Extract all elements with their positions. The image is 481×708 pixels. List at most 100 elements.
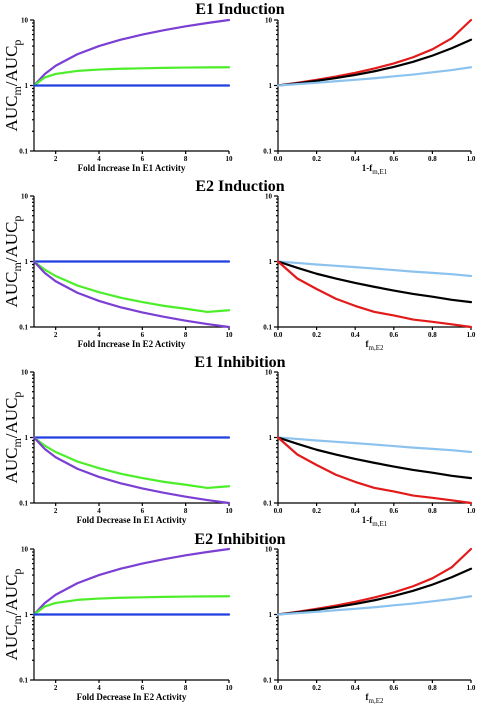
x-tick-label: 10 xyxy=(226,155,234,163)
x-tick-label: 8 xyxy=(184,155,188,163)
panel-title: E1 Inhibition xyxy=(194,354,285,371)
x-tick-label: 1.0 xyxy=(467,331,476,339)
series-line-lightblue xyxy=(276,260,473,278)
x-tick-label: 0.4 xyxy=(351,684,360,692)
y-tick-label: 10 xyxy=(21,369,29,377)
series-line-green xyxy=(32,66,231,87)
x-axis-label-subscript: m,E2 xyxy=(369,344,384,352)
x-tick-label: 0.0 xyxy=(274,684,283,692)
x-tick-label: 2 xyxy=(54,507,58,515)
y-tick-label: 1 xyxy=(269,82,273,90)
x-tick-label: 0.6 xyxy=(389,155,398,163)
y-axis-label-subscript: m xyxy=(10,438,24,448)
panel-2-right: 0.1 1 10 0.0 0.2 0.4 0.6 0.8 1.0 fm,E2 xyxy=(263,193,476,353)
y-axis-label-main: AUC xyxy=(2,272,21,308)
panel-3-left: E1 Inhibition 0.1 1 10 2 4 6 8 10 Fold Decrease I… xyxy=(2,354,286,525)
panel-4-right: 0.1 1 10 0.0 0.2 0.4 0.6 0.8 1.0 fm,E2 xyxy=(263,546,476,706)
x-tick-label: 8 xyxy=(184,684,188,692)
x-tick-label: 0.4 xyxy=(351,331,360,339)
x-tick-label: 6 xyxy=(141,684,145,692)
x-tick-label: 6 xyxy=(141,155,145,163)
series-line-green xyxy=(32,260,231,314)
y-tick-label: 0.1 xyxy=(263,324,272,332)
x-axis-label-main: Fold Increase In E1 Activity xyxy=(78,163,186,173)
panel-2-left: E2 Induction 0.1 1 10 2 4 6 8 10 Fold Increase In… xyxy=(2,178,285,349)
series-line-black xyxy=(276,567,473,616)
x-tick-label: 0.4 xyxy=(351,507,360,515)
y-axis-label-main: AUC xyxy=(2,96,21,132)
y-tick-label: 1 xyxy=(25,434,29,442)
x-tick-label: 0.2 xyxy=(312,684,321,692)
x-axis-label: 1-fm,E1 xyxy=(362,515,388,528)
panel-3-right: 0.1 1 10 0.0 0.2 0.4 0.6 0.8 1.0 1-fm,E1 xyxy=(263,369,476,529)
series-line-black xyxy=(276,38,473,87)
y-axis-label-subscript: m xyxy=(10,615,24,625)
x-tick-label: 0.6 xyxy=(389,507,398,515)
x-tick-label: 8 xyxy=(184,507,188,515)
panel-1-left: E1 Induction 0.1 1 10 2 4 6 8 10 Fold Increase In… xyxy=(2,1,285,173)
x-axis-label-main: Fold Increase In E2 Activity xyxy=(78,339,186,349)
y-tick-label: 0.1 xyxy=(19,148,28,156)
series-line-red xyxy=(276,260,473,329)
y-tick-label: 1 xyxy=(25,258,29,266)
y-axis-label-main: AUC xyxy=(2,448,21,484)
x-axis-label-subscript: m,E1 xyxy=(372,520,387,528)
x-tick-label: 4 xyxy=(97,507,101,515)
y-tick-label: 1 xyxy=(269,434,273,442)
x-axis-label: Fold Decrease In E2 Activity xyxy=(77,692,187,702)
x-axis-label-main: f xyxy=(366,692,370,702)
y-tick-label: 1 xyxy=(25,611,29,619)
x-tick-label: 0.2 xyxy=(312,155,321,163)
series-line-lightblue xyxy=(276,436,473,454)
series-line-red xyxy=(276,436,473,505)
x-tick-label: 0.6 xyxy=(389,331,398,339)
y-axis-label: AUCm/AUCp xyxy=(2,392,24,484)
x-axis-label-main: Fold Decrease In E1 Activity xyxy=(77,515,187,525)
y-tick-label: 1 xyxy=(269,258,273,266)
y-axis-label: AUCm/AUCp xyxy=(2,569,24,661)
x-tick-label: 2 xyxy=(54,684,58,692)
x-tick-label: 0.8 xyxy=(428,331,437,339)
y-axis-label-slash: /AUC xyxy=(2,575,21,616)
y-tick-label: 0.1 xyxy=(19,324,28,332)
x-tick-label: 1.0 xyxy=(467,507,476,515)
y-axis-label-main: AUC xyxy=(2,625,21,661)
y-tick-label: 10 xyxy=(21,17,29,25)
x-tick-label: 0.8 xyxy=(428,155,437,163)
x-tick-label: 10 xyxy=(226,684,234,692)
y-axis-label-slash: /AUC xyxy=(2,398,21,439)
y-axis-label-subscript: m xyxy=(10,262,24,272)
y-tick-label: 10 xyxy=(21,546,29,554)
x-axis-label: fm,E2 xyxy=(366,339,384,352)
y-tick-label: 10 xyxy=(265,369,273,377)
x-axis-label: Fold Increase In E1 Activity xyxy=(78,163,186,173)
x-tick-label: 4 xyxy=(97,684,101,692)
panel-title: E1 Induction xyxy=(195,1,284,18)
x-axis-label-subscript: m,E1 xyxy=(372,168,387,176)
y-tick-label: 10 xyxy=(265,546,273,554)
x-tick-label: 10 xyxy=(226,507,234,515)
x-tick-label: 10 xyxy=(226,331,234,339)
y-tick-label: 0.1 xyxy=(19,500,28,508)
x-tick-label: 1.0 xyxy=(467,684,476,692)
x-tick-label: 0.8 xyxy=(428,684,437,692)
x-tick-label: 0.2 xyxy=(312,331,321,339)
y-axis-label: AUCm/AUCp xyxy=(2,40,24,132)
y-axis-label-subscript: p xyxy=(10,40,24,46)
y-tick-label: 1 xyxy=(269,611,273,619)
panel-1-right: 0.1 1 10 0.0 0.2 0.4 0.6 0.8 1.0 1-fm,E1 xyxy=(263,17,476,177)
x-tick-label: 0.8 xyxy=(428,507,437,515)
x-axis-label: fm,E2 xyxy=(366,692,384,705)
y-axis-label-subscript: p xyxy=(10,392,24,398)
y-tick-label: 0.1 xyxy=(263,677,272,685)
y-tick-label: 1 xyxy=(25,82,29,90)
x-axis-label: Fold Decrease In E1 Activity xyxy=(77,515,187,525)
x-axis-label-main: 1-f xyxy=(362,163,373,173)
x-axis-label-main: 1-f xyxy=(362,515,373,525)
x-tick-label: 0.0 xyxy=(274,331,283,339)
y-tick-label: 0.1 xyxy=(263,148,272,156)
y-tick-label: 0.1 xyxy=(19,677,28,685)
x-axis-label-subscript: m,E2 xyxy=(369,697,384,705)
x-tick-label: 4 xyxy=(97,155,101,163)
